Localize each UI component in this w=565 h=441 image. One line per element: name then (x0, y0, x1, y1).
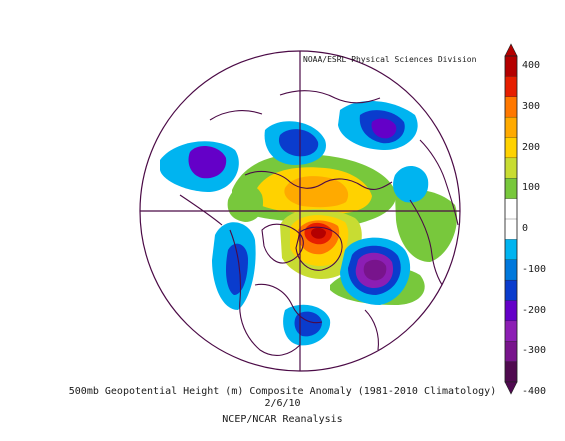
legend-cell-p250 (504, 116, 518, 138)
legend-tick-label: -100 (522, 263, 547, 275)
legend-tick-label: -300 (522, 345, 547, 357)
negative-anomaly-europe-center (371, 118, 397, 139)
map-globe (139, 50, 461, 372)
legend-colorbar (504, 43, 518, 395)
legend-tick-label: -400 (522, 386, 547, 398)
legend-arrow-bottom (504, 381, 518, 395)
negative-anomaly-atlantic-low-center (363, 259, 387, 281)
legend-cell-n400 (504, 361, 518, 383)
legend-tick-label: 0 (522, 223, 529, 235)
negative-anomaly-alaska-core (188, 146, 227, 179)
legend-cell-n100 (504, 239, 518, 261)
caption-source: NCEP/NCAR Reanalysis (222, 414, 343, 425)
credit-text: NOAA/ESRL Physical Sciences Division (303, 55, 477, 64)
positive-anomaly-siberia (395, 189, 458, 262)
legend-tick-label: 400 (522, 60, 541, 72)
legend-cell-n200 (504, 279, 518, 301)
positive-anomaly-greenland-max (311, 227, 326, 239)
legend-tick-label: -200 (522, 304, 547, 316)
caption-title: 500mb Geopotential Height (m) Composite … (68, 386, 497, 397)
negative-anomaly-canada-core (226, 243, 248, 295)
legend-cell-p400 (504, 55, 518, 77)
anomaly-fill (160, 100, 458, 346)
legend-cell-p150 (504, 157, 518, 179)
legend-tick-label: 200 (522, 141, 541, 153)
legend-cell-n250 (504, 300, 518, 322)
legend-cell-n350 (504, 341, 518, 363)
legend-cell-p300 (504, 96, 518, 118)
legend-cell-p350 (504, 76, 518, 98)
legend-tick-label: 300 (522, 100, 541, 112)
legend-cell-p100 (504, 178, 518, 200)
legend-cell-n300 (504, 320, 518, 342)
legend-cell-p200 (504, 137, 518, 159)
legend-cell-p50 (504, 198, 518, 220)
legend-cell-n150 (504, 259, 518, 281)
legend-arrow-top (504, 43, 518, 57)
legend-cell-n50 (504, 218, 518, 240)
negative-anomaly-far-east (393, 165, 429, 203)
legend-tick-label: 100 (522, 182, 541, 194)
positive-anomaly-pacific (227, 184, 264, 222)
caption-date: 2/6/10 (264, 398, 301, 409)
negative-anomaly-asia-core (278, 129, 319, 157)
